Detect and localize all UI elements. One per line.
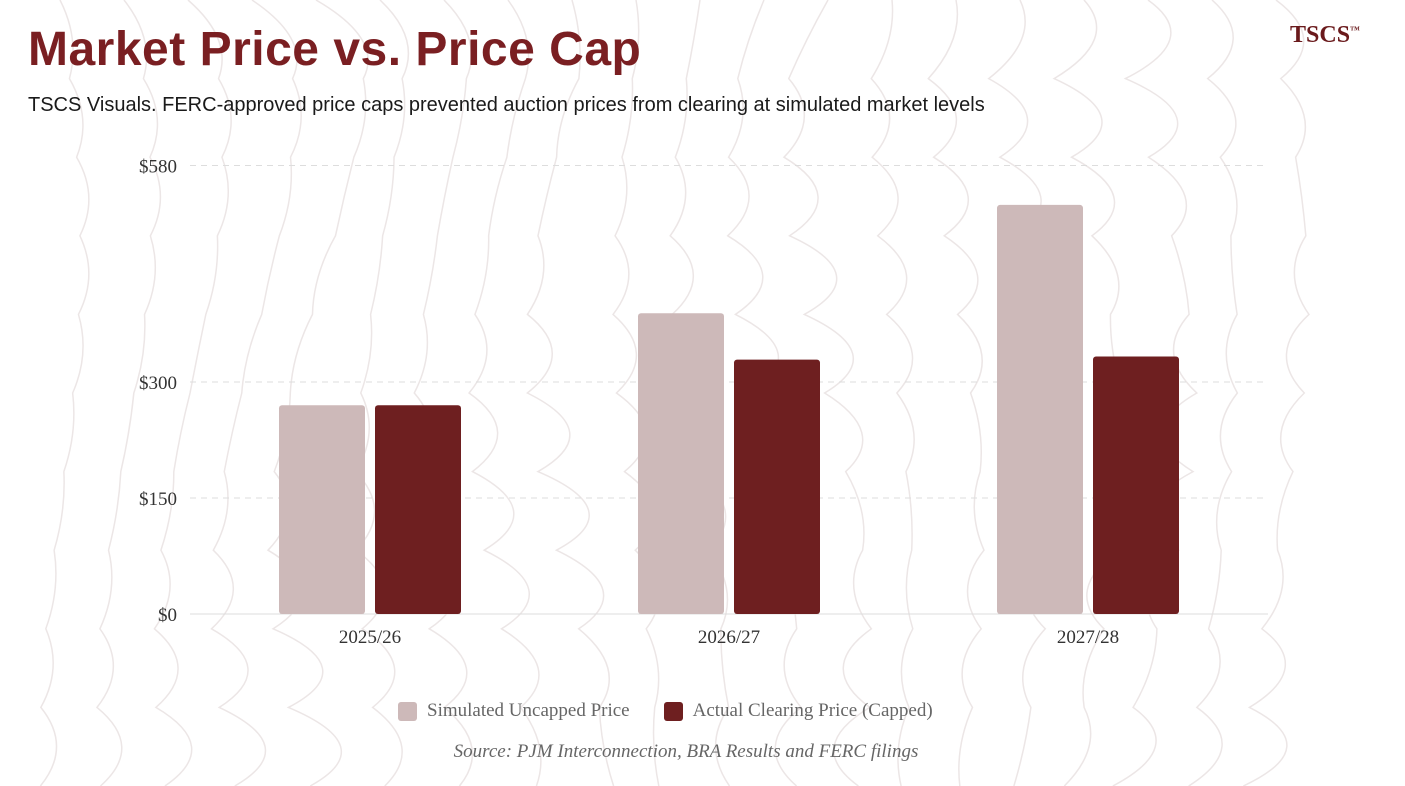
legend-label-capped: Actual Clearing Price (Capped): [692, 700, 933, 721]
page-title: Market Price vs. Price Cap: [28, 23, 642, 76]
contour-line: [1243, 0, 1310, 786]
contour-line: [525, 0, 615, 786]
source-note: Source: PJM Interconnection, BRA Results…: [453, 741, 919, 762]
bar-uncapped: [997, 204, 1083, 614]
logo-text: TSCS: [1290, 22, 1351, 48]
legend-item-capped[interactable]: Actual Clearing Price (Capped): [663, 700, 933, 722]
y-tick-label: $0: [158, 605, 177, 626]
contour-line: [870, 0, 915, 786]
legend: Simulated Uncapped Price Actual Clearing…: [398, 700, 933, 722]
contour-line: [612, 0, 660, 786]
contour-line: [1112, 0, 1199, 786]
bar-capped: [375, 405, 461, 614]
logo-tm: ™: [1350, 25, 1361, 36]
contour-line: [782, 0, 873, 786]
y-tick-label: $580: [139, 157, 177, 178]
y-tick-label: $300: [139, 373, 177, 394]
contour-line: [468, 0, 542, 786]
bar-uncapped: [638, 313, 724, 614]
contour-line: [153, 0, 232, 786]
contour-line: [210, 0, 302, 786]
x-tick-label: 2026/27: [698, 627, 760, 648]
bar-capped: [1093, 356, 1179, 614]
contour-line: [354, 0, 410, 786]
legend-item-uncapped[interactable]: Simulated Uncapped Price: [398, 700, 630, 722]
bar-capped: [734, 359, 820, 614]
bar-uncapped: [279, 405, 365, 614]
x-tick-label: 2027/28: [1057, 627, 1119, 648]
legend-label-uncapped: Simulated Uncapped Price: [427, 700, 630, 721]
contour-line: [39, 0, 90, 786]
x-tick-label: 2025/26: [339, 627, 401, 648]
contour-line: [927, 0, 985, 786]
legend-swatch-uncapped: [398, 701, 417, 721]
contour-line: [95, 0, 162, 786]
contour-line: [1188, 0, 1239, 786]
logo: TSCS™: [1290, 22, 1360, 49]
y-tick-label: $150: [139, 489, 177, 510]
subtitle: TSCS Visuals. FERC-approved price caps p…: [28, 94, 985, 116]
legend-swatch-capped: [663, 701, 683, 721]
